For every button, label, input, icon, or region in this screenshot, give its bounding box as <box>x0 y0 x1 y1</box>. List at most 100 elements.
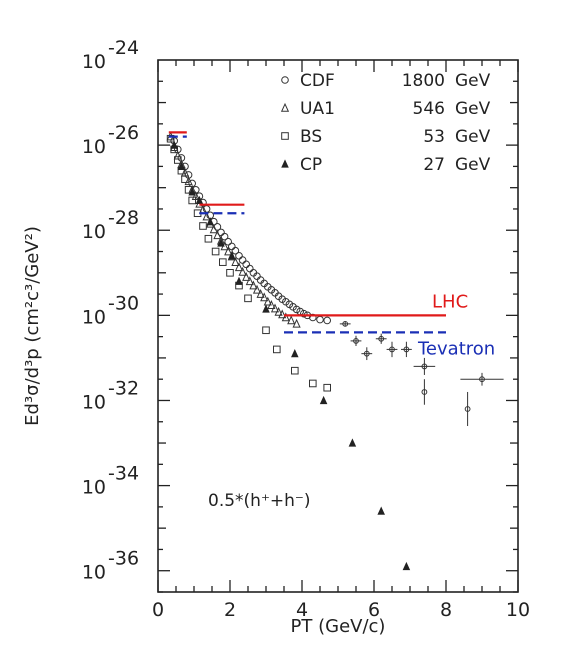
legend-entry-bs: BS 53 GeV <box>281 127 491 147</box>
point-filled-triangle <box>291 349 299 358</box>
y-tick-label-base: 10 <box>82 51 106 73</box>
reference-line-lhc: LHC <box>168 131 468 317</box>
x-tick-label: 6 <box>368 599 380 621</box>
point-triangle <box>234 262 244 272</box>
y-tick-label-base: 10 <box>82 306 106 328</box>
point-square <box>166 134 175 143</box>
point-triangle <box>245 276 254 286</box>
reference-label-tevatron: Tevatron <box>417 338 495 359</box>
point-square <box>291 366 299 375</box>
point-filled-triangle <box>206 217 214 226</box>
legend-label: UA1 <box>300 99 335 119</box>
point-square <box>226 269 234 277</box>
point-errorbar-center <box>353 337 359 344</box>
point-filled-triangle <box>217 238 225 247</box>
reference-label-lhc: LHC <box>432 291 468 312</box>
point-errorbar-center <box>479 376 485 383</box>
point-triangle <box>278 309 287 319</box>
series-cp <box>170 140 411 571</box>
legend-unit: GeV <box>455 127 491 147</box>
point-square <box>199 222 207 230</box>
point-circle <box>228 242 236 251</box>
y-tick-label-exp: -26 <box>108 122 139 144</box>
point-circle <box>235 251 243 260</box>
point-triangle <box>263 296 272 306</box>
point-square <box>273 345 281 354</box>
point-circle <box>246 264 254 273</box>
legend-entry-cdf: CDF 1800 GeV <box>281 71 491 91</box>
point-triangle <box>238 266 247 276</box>
x-tick-label: 0 <box>152 599 164 621</box>
point-triangle <box>249 280 258 290</box>
legend-energy: 1800 <box>402 71 445 91</box>
point-triangle <box>260 292 269 302</box>
series-cdf <box>339 320 504 427</box>
x-tick-label: 10 <box>506 599 530 621</box>
axis-ticks: 0 2 4 6 8 1010-2410-2610-2810-3010-3210-3410-… <box>82 37 530 621</box>
point-triangle <box>267 300 276 309</box>
series-bs <box>166 134 331 392</box>
point-filled-triangle <box>195 195 204 205</box>
point-filled-triangle <box>228 251 236 260</box>
point-square <box>281 132 289 140</box>
legend: CDF 1800 GeV UA1 546 GeV BS 53 GeV CP 27 GeV <box>280 71 491 175</box>
point-square <box>181 175 189 183</box>
y-tick-label-exp: -28 <box>108 207 139 229</box>
point-errorbar-center <box>378 335 385 342</box>
data-points <box>166 131 504 571</box>
point-triangle <box>213 230 222 240</box>
point-square <box>323 383 331 392</box>
point-filled-triangle <box>281 159 289 168</box>
point-circle <box>238 256 247 264</box>
point-triangle <box>173 150 182 160</box>
y-tick-label-base: 10 <box>82 562 106 584</box>
point-filled-triangle <box>377 506 385 515</box>
point-triangle <box>202 211 211 221</box>
legend-unit: GeV <box>455 155 491 175</box>
point-triangle <box>274 306 283 316</box>
point-filled-triangle <box>170 140 178 149</box>
point-square <box>204 234 213 243</box>
reference-lines: LHC Tevatron <box>168 131 495 359</box>
legend-unit: GeV <box>455 71 491 91</box>
series-ua1 <box>166 131 301 328</box>
point-errorbar-center <box>421 389 428 395</box>
point-circle <box>242 260 250 269</box>
y-tick-label-base: 10 <box>82 477 106 499</box>
point-errorbar-center <box>403 346 410 353</box>
point-square <box>174 156 182 164</box>
point-circle <box>300 309 308 318</box>
point-square <box>188 196 196 205</box>
point-square <box>219 258 227 266</box>
legend-unit: GeV <box>455 99 491 119</box>
point-filled-triangle <box>177 161 186 170</box>
legend-energy: 27 <box>423 155 445 175</box>
x-tick-label: 8 <box>440 599 452 621</box>
y-tick-label-base: 10 <box>82 136 106 158</box>
point-triangle <box>281 312 290 322</box>
point-triangle <box>209 224 218 234</box>
legend-label: BS <box>300 127 322 147</box>
legend-entry-ua1: UA1 546 GeV <box>280 99 491 119</box>
y-tick-label-exp: -36 <box>108 548 139 570</box>
point-errorbar-center <box>363 350 370 357</box>
point-triangle <box>184 176 193 186</box>
point-errorbar-center <box>342 320 349 327</box>
point-triangle <box>231 257 240 266</box>
point-errorbar-center <box>421 363 428 370</box>
point-filled-triangle <box>262 304 270 313</box>
point-triangle <box>242 271 251 281</box>
point-triangle <box>252 284 262 294</box>
legend-label: CP <box>300 155 322 175</box>
point-filled-triangle <box>402 561 411 571</box>
y-axis-title: Ed³σ/d³p (cm²c³/GeV²) <box>22 226 43 426</box>
point-triangle <box>287 315 296 325</box>
y-tick-label-base: 10 <box>82 391 106 413</box>
y-tick-label-exp: -32 <box>108 377 139 399</box>
annotation-label: 0.5*(h⁺+h⁻) <box>208 491 311 511</box>
x-tick-label: 2 <box>224 599 236 621</box>
point-square <box>211 247 220 256</box>
point-circle <box>309 313 317 322</box>
point-filled-triangle <box>348 438 357 447</box>
y-tick-label-exp: -30 <box>108 292 139 314</box>
